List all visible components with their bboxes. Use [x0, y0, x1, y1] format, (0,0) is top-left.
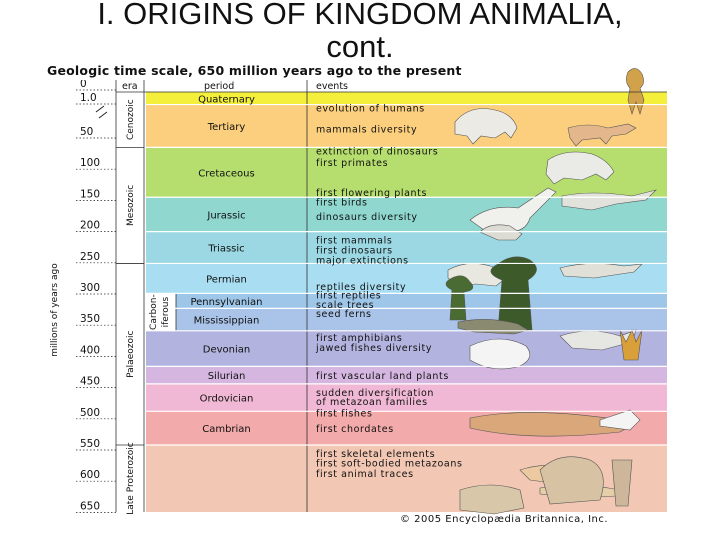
cat-mammal-icon [567, 123, 637, 147]
vascular-plant-icon [619, 329, 643, 361]
fish-icon [469, 338, 531, 370]
period-band [146, 308, 667, 331]
period-label: Triassic [207, 244, 244, 255]
event-label: scale trees [316, 300, 374, 311]
rhino-mammal-icon [454, 108, 518, 145]
triceratops-icon [545, 151, 615, 185]
axis-tick-label: 400 [80, 344, 100, 356]
jawed-fish-icon [559, 329, 637, 351]
era-label: Mesozoic [126, 185, 136, 226]
period-label: Ordovician [200, 394, 254, 405]
event-label: extinction of dinosaurs [316, 146, 438, 157]
event-label: first dinosaurs [316, 246, 393, 257]
axis-tick-label: 200 [80, 220, 100, 232]
event-label: first flowering plants [316, 188, 427, 199]
era-label: Palaeozoic [126, 331, 136, 378]
axis-tick-label: 500 [80, 407, 100, 419]
period-band [146, 293, 667, 309]
period-band [146, 366, 667, 384]
period-label: Mississippian [194, 316, 260, 327]
event-label: reptiles diversity [316, 282, 406, 293]
period-band [146, 92, 667, 105]
axis-tick-label: 550 [80, 438, 100, 450]
period-label: Tertiary [207, 122, 246, 133]
cone-fossil-icon [611, 459, 633, 507]
chart-title: Geologic time scale, 650 million years a… [47, 61, 617, 80]
event-label: seed ferns [316, 309, 372, 320]
event-label: dinosaurs diversity [316, 212, 418, 223]
event-label: first chordates [316, 424, 394, 435]
shell-fossil-icon [539, 456, 604, 505]
event-label: first animal traces [316, 469, 414, 480]
carboniferous-label-1: Carbon- [149, 294, 159, 330]
event-label: major extinctions [316, 256, 409, 267]
human-figure-icon [626, 68, 645, 116]
event-label: first fishes [316, 408, 373, 419]
lizard-icon [559, 263, 643, 279]
axis-tick-label: 50 [80, 126, 93, 138]
event-label: sudden diversification [316, 388, 434, 399]
period-label: Cretaceous [198, 168, 254, 179]
era-header: era [122, 81, 138, 92]
carboniferous-label-2: iferous [161, 296, 171, 327]
trace-fossil-icon [459, 484, 525, 515]
event-label: of metazoan families [316, 397, 428, 408]
period-label: Permian [206, 274, 247, 285]
events-header: events [316, 81, 348, 92]
era-label: Late Proterozoic [126, 442, 136, 515]
slide-title-line1: I. ORIGINS OF KINGDOM ANIMALIA, [97, 0, 623, 31]
event-label: first mammals [316, 236, 392, 247]
event-label: mammals diversity [316, 125, 417, 136]
event-label: first reptiles [316, 291, 381, 302]
period-label: Silurian [208, 371, 246, 382]
axis-tick-label: 1.0 [80, 92, 97, 104]
axis-tick-label: 350 [80, 313, 100, 325]
crocodile-icon [561, 189, 657, 211]
era-label: Cenozoic [126, 99, 136, 140]
event-label: first birds [316, 198, 368, 209]
period-band [146, 231, 667, 264]
slide-title-line2: cont. [326, 29, 394, 64]
event-label: first skeletal elements [316, 449, 435, 460]
axis-tick-label: 250 [80, 251, 100, 263]
dinosaur-icon [479, 224, 523, 241]
period-label: Pennsylvanian [190, 297, 262, 308]
period-label: Cambrian [202, 424, 251, 435]
axis-tick-label: 450 [80, 376, 100, 388]
event-label: evolution of humans [316, 104, 425, 115]
y-axis-label: millions of years ago [50, 263, 60, 357]
event-label: jawed fishes diversity [315, 343, 432, 354]
period-header: period [204, 81, 234, 92]
period-label: Quaternary [198, 94, 255, 105]
axis-tick-label: 600 [80, 469, 100, 481]
event-label: first vascular land plants [316, 371, 449, 382]
copyright-notice: © 2005 Encyclopædia Britannica, Inc. [400, 514, 609, 525]
axis-tick-label: 150 [80, 188, 100, 200]
event-label: first soft-bodied metazoans [316, 458, 463, 469]
period-label: Devonian [203, 345, 250, 356]
axis-tick-label: 300 [80, 282, 100, 294]
axis-tick-label: 0 [80, 78, 87, 90]
period-band [146, 383, 667, 412]
axis-tick-label: 650 [80, 500, 100, 512]
period-label: Jurassic [206, 210, 245, 221]
axis-break-mark [95, 105, 108, 119]
carboniferous-cell [146, 293, 176, 331]
slide-title: I. ORIGINS OF KINGDOM ANIMALIA, cont. [0, 0, 720, 63]
event-label: first amphibians [316, 333, 402, 344]
event-label: first primates [316, 158, 388, 169]
axis-tick-label: 100 [80, 157, 100, 169]
